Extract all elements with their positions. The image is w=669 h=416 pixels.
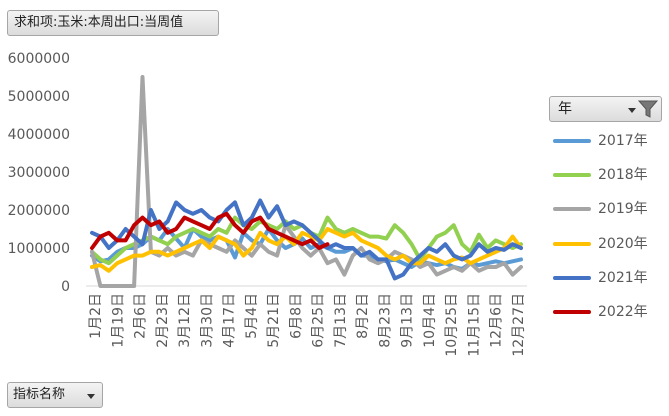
y-tick-label: 1000000 [8, 241, 70, 257]
y-tick-label: 3000000 [8, 165, 70, 181]
chart-legend: 2017年 2018年 2019年 2020年 2021年 2022年 [549, 128, 667, 333]
legend-label: 2020年 [598, 235, 648, 252]
chevron-down-icon[interactable] [628, 108, 636, 113]
y-tick-label: 5000000 [8, 89, 70, 105]
axis-field-button[interactable]: 指标名称 [7, 382, 103, 408]
legend-item: 2022年 [549, 299, 667, 333]
x-tick-label: 12月6日 [489, 293, 505, 348]
x-tick-label: 5月4日 [244, 293, 260, 339]
x-tick-label: 8月23日 [377, 293, 393, 348]
x-tick-label: 2月23日 [155, 293, 171, 348]
legend-item: 2021年 [549, 265, 667, 299]
x-tick-label: 8月2日 [355, 293, 371, 339]
chevron-down-icon[interactable] [87, 394, 95, 399]
legend-swatch [553, 139, 591, 143]
legend-field-label: 年 [558, 101, 572, 117]
series-line [90, 227, 523, 273]
legend-swatch [553, 173, 591, 178]
series-line [90, 211, 330, 250]
y-tick-label: 6000000 [8, 51, 70, 67]
value-field-label: 求和项:玉米:本周出口:当周值 [14, 15, 184, 30]
legend-swatch [553, 241, 591, 246]
x-tick-label: 9月13日 [400, 293, 416, 348]
series-line [90, 75, 523, 288]
legend-field-button[interactable]: 年 [549, 96, 662, 122]
y-tick-label: 4000000 [8, 127, 70, 143]
x-tick-label: 11月15日 [466, 293, 482, 357]
x-tick-label: 3月30日 [199, 293, 215, 348]
legend-swatch [553, 309, 591, 314]
legend-swatch [553, 275, 591, 280]
x-tick-label: 3月12日 [177, 293, 193, 348]
legend-item: 2019年 [549, 196, 667, 230]
value-field-button[interactable]: 求和项:玉米:本周出口:当周值 [7, 10, 219, 36]
legend-swatch [553, 207, 591, 212]
x-tick-label: 4月17日 [222, 293, 238, 348]
x-tick-label: 1月2日 [88, 293, 104, 339]
x-tick-label: 10月25日 [444, 293, 460, 357]
legend-label: 2021年 [598, 269, 648, 286]
x-tick-label: 6月8日 [288, 293, 304, 339]
legend-item: 2020年 [549, 231, 667, 265]
x-tick-label: 7月13日 [333, 293, 349, 348]
x-tick-label: 1月19日 [110, 293, 126, 348]
y-tick-label: 0 [61, 279, 70, 295]
x-tick-label: 2月6日 [133, 293, 149, 339]
x-tick-label: 10月4日 [422, 293, 438, 348]
legend-label: 2019年 [598, 201, 648, 218]
filter-icon[interactable] [637, 98, 659, 120]
x-tick-label: 6月25日 [311, 293, 327, 348]
legend-item: 2017年 [549, 128, 667, 162]
legend-label: 2018年 [598, 167, 648, 184]
legend-item: 2018年 [549, 162, 667, 196]
axis-field-label: 指标名称 [13, 387, 66, 402]
x-tick-label: 5月21日 [266, 293, 282, 348]
x-tick-label: 12月27日 [511, 293, 527, 357]
y-tick-label: 2000000 [8, 203, 70, 219]
legend-label: 2022年 [598, 303, 648, 320]
legend-label: 2017年 [598, 133, 648, 149]
